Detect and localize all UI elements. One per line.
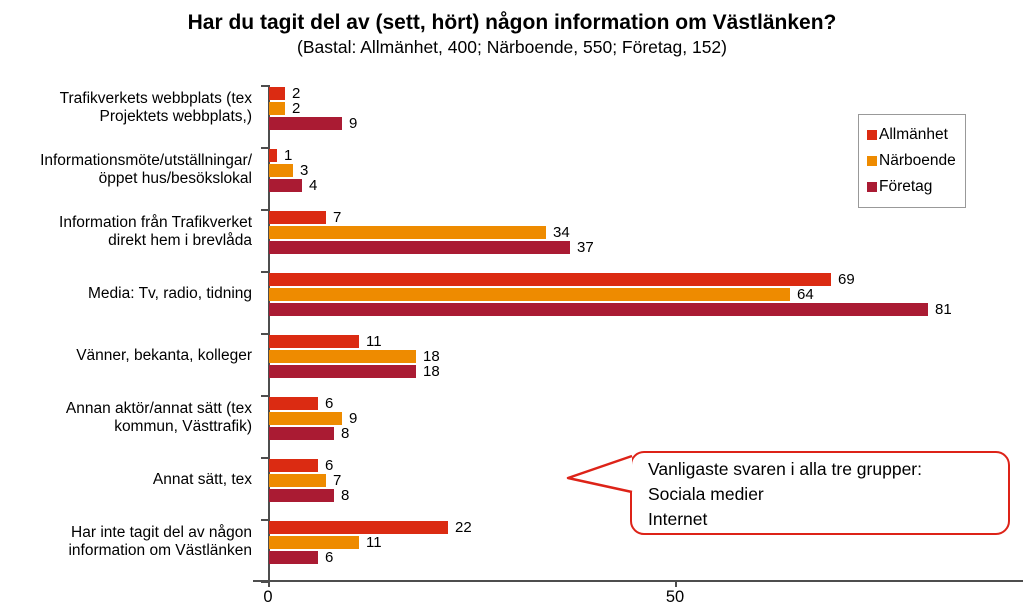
bar-allmänhet bbox=[269, 335, 359, 348]
bar-value-label: 81 bbox=[935, 301, 952, 318]
bar-value-label: 6 bbox=[325, 549, 334, 566]
legend: Allmänhet Närboende Företag bbox=[858, 114, 966, 208]
legend-label: Närboende bbox=[879, 152, 956, 169]
bar-allmänhet bbox=[269, 87, 285, 100]
bar-value-label: 7 bbox=[333, 209, 342, 226]
bar-företag bbox=[269, 241, 570, 254]
callout-speech-bubble: Vanligaste svaren i alla tre grupper: So… bbox=[630, 451, 1010, 535]
category-label: Information från Trafikverket direkt hem… bbox=[59, 214, 252, 249]
bar-value-label: 6 bbox=[325, 457, 334, 474]
legend-label: Allmänhet bbox=[879, 126, 948, 143]
legend-item-foretag: Företag bbox=[867, 174, 957, 200]
bar-value-label: 37 bbox=[577, 239, 594, 256]
bar-närboende bbox=[269, 536, 359, 549]
legend-swatch-allmanhet-icon bbox=[867, 130, 877, 140]
bar-företag bbox=[269, 179, 302, 192]
y-axis-tick bbox=[261, 519, 269, 521]
y-axis-tick bbox=[261, 395, 269, 397]
legend-item-narboende: Närboende bbox=[867, 148, 957, 174]
bar-företag bbox=[269, 489, 334, 502]
bar-value-label: 6 bbox=[325, 395, 334, 412]
bar-value-label: 34 bbox=[553, 224, 570, 241]
y-axis-tick bbox=[261, 147, 269, 149]
bar-närboende bbox=[269, 474, 326, 487]
bar-allmänhet bbox=[269, 459, 318, 472]
bar-value-label: 9 bbox=[349, 410, 358, 427]
category-label: Annan aktör/annat sätt (tex kommun, Väst… bbox=[65, 400, 252, 435]
y-axis-tick bbox=[261, 85, 269, 87]
category-label: Har inte tagit del av någon information … bbox=[68, 524, 252, 559]
bar-företag bbox=[269, 303, 928, 316]
category-label: Annat sätt, tex bbox=[152, 471, 252, 488]
bar-value-label: 4 bbox=[309, 177, 318, 194]
page-title: Har du tagit del av (sett, hört) någon i… bbox=[187, 11, 837, 34]
category-label: Trafikverkets webbplats (tex Projektets … bbox=[59, 90, 252, 125]
bar-allmänhet bbox=[269, 211, 326, 224]
bar-value-label: 11 bbox=[366, 534, 382, 551]
bar-value-label: 9 bbox=[349, 115, 358, 132]
x-tick-50 bbox=[675, 580, 677, 587]
bar-allmänhet bbox=[269, 273, 831, 286]
legend-swatch-foretag-icon bbox=[867, 182, 877, 192]
category-label: Media: Tv, radio, tidning bbox=[88, 285, 252, 302]
bar-value-label: 18 bbox=[423, 348, 440, 365]
y-axis-tick bbox=[261, 209, 269, 211]
bar-närboende bbox=[269, 164, 293, 177]
category-label: Informationsmöte/utställningar/ öppet hu… bbox=[40, 152, 252, 187]
category-label: Vänner, bekanta, kolleger bbox=[76, 347, 252, 364]
y-axis-tick bbox=[261, 333, 269, 335]
bar-value-label: 2 bbox=[292, 85, 301, 102]
y-axis-tick bbox=[261, 271, 269, 273]
bar-företag bbox=[269, 551, 318, 564]
bar-value-label: 18 bbox=[423, 363, 440, 380]
callout-line: Internet bbox=[648, 509, 708, 529]
bar-value-label: 3 bbox=[300, 162, 309, 179]
page-subtitle: (Bastal: Allmänhet, 400; Närboende, 550;… bbox=[297, 37, 727, 57]
bar-value-label: 8 bbox=[341, 487, 350, 504]
bar-value-label: 69 bbox=[838, 271, 855, 288]
y-axis-tick bbox=[261, 457, 269, 459]
bar-allmänhet bbox=[269, 397, 318, 410]
bar-value-label: 22 bbox=[455, 519, 472, 536]
bar-företag bbox=[269, 365, 416, 378]
bar-value-label: 8 bbox=[341, 425, 350, 442]
callout-line: Sociala medier bbox=[648, 484, 764, 504]
bar-företag bbox=[269, 427, 334, 440]
bar-närboende bbox=[269, 226, 546, 239]
bar-value-label: 11 bbox=[366, 333, 382, 350]
legend-label: Företag bbox=[879, 178, 933, 195]
callout-line: Vanligaste svaren i alla tre grupper: bbox=[648, 459, 922, 479]
bar-närboende bbox=[269, 350, 416, 363]
bar-allmänhet bbox=[269, 521, 448, 534]
bar-value-label: 64 bbox=[797, 286, 814, 303]
callout-tail-icon bbox=[566, 454, 633, 494]
bar-närboende bbox=[269, 412, 342, 425]
bar-allmänhet bbox=[269, 149, 277, 162]
y-axis-line bbox=[268, 85, 270, 581]
y-axis-tick bbox=[261, 581, 269, 583]
bar-value-label: 7 bbox=[333, 472, 342, 489]
legend-item-allmanhet: Allmänhet bbox=[867, 122, 957, 148]
bar-närboende bbox=[269, 102, 285, 115]
x-tick-label-50: 50 bbox=[665, 588, 685, 606]
bar-företag bbox=[269, 117, 342, 130]
bar-value-label: 1 bbox=[284, 147, 293, 164]
bar-närboende bbox=[269, 288, 790, 301]
legend-swatch-narboende-icon bbox=[867, 156, 877, 166]
bar-value-label: 2 bbox=[292, 100, 301, 117]
x-axis-line bbox=[253, 580, 1023, 582]
x-tick-0 bbox=[268, 580, 270, 587]
x-tick-label-0: 0 bbox=[263, 588, 273, 606]
